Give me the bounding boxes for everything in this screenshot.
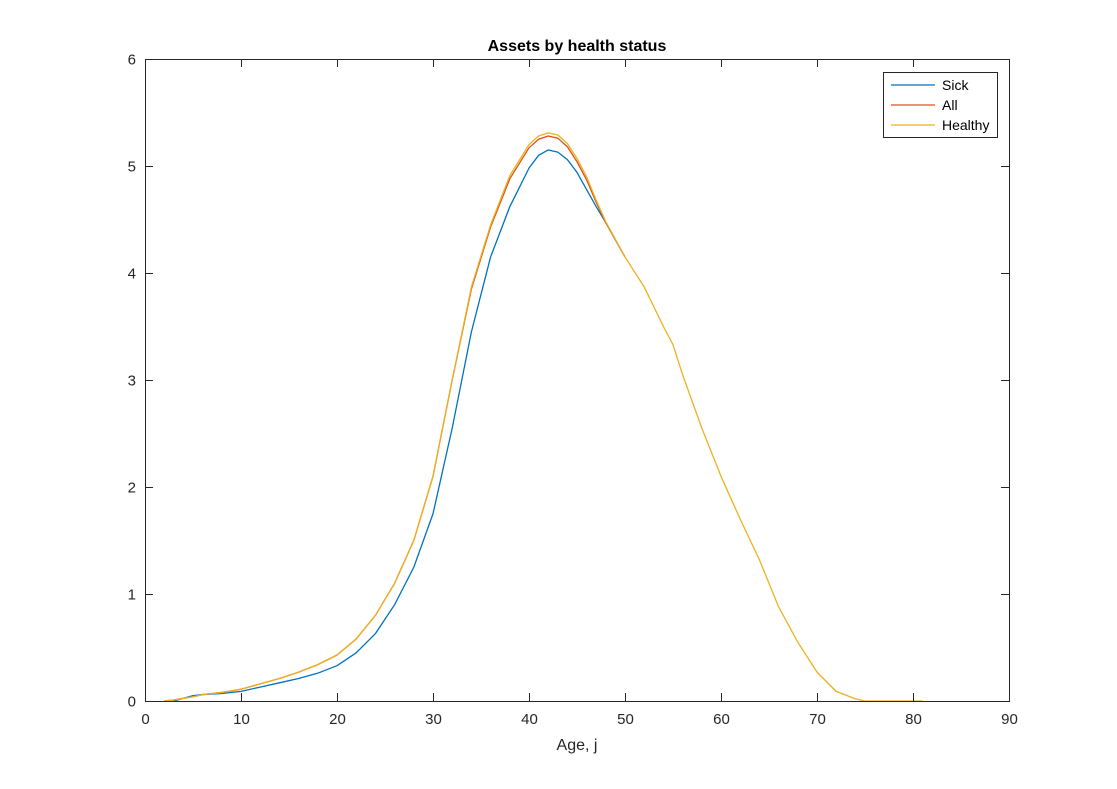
x-tick-label: 60 bbox=[713, 711, 730, 728]
plot-area bbox=[145, 59, 1009, 701]
y-tick-label: 1 bbox=[128, 587, 136, 604]
x-tick-label: 0 bbox=[141, 711, 149, 728]
legend-label-sick: Sick bbox=[942, 77, 969, 93]
series-line-healthy bbox=[164, 132, 923, 702]
y-tick-label: 5 bbox=[128, 159, 136, 176]
x-tick-label: 50 bbox=[617, 711, 634, 728]
x-tick-label: 10 bbox=[233, 711, 250, 728]
x-tick-label: 70 bbox=[809, 711, 826, 728]
series-line-sick bbox=[173, 149, 626, 702]
y-tick-label: 6 bbox=[128, 52, 136, 69]
x-tick-label: 90 bbox=[1001, 711, 1018, 728]
legend-label-all: All bbox=[942, 97, 958, 113]
chart-title: Assets by health status bbox=[488, 38, 667, 55]
y-tick-label: 4 bbox=[128, 266, 136, 283]
axis-ticks: 0 10 20 30 40 50 60 70 80 90 0 1 2 3 4 5 6 bbox=[128, 52, 1018, 729]
legend: Sick All Healthy bbox=[883, 72, 998, 138]
y-tick-label: 2 bbox=[128, 480, 136, 497]
x-tick-label: 30 bbox=[425, 711, 442, 728]
y-tick-label: 0 bbox=[128, 694, 136, 711]
x-tick-label: 20 bbox=[329, 711, 346, 728]
series-layer bbox=[164, 132, 923, 702]
y-tick-label: 3 bbox=[128, 373, 136, 390]
legend-label-healthy: Healthy bbox=[942, 117, 989, 133]
x-tick-label: 80 bbox=[905, 711, 922, 728]
x-tick-label: 40 bbox=[521, 711, 538, 728]
x-axis-label: Age, j bbox=[557, 737, 598, 754]
